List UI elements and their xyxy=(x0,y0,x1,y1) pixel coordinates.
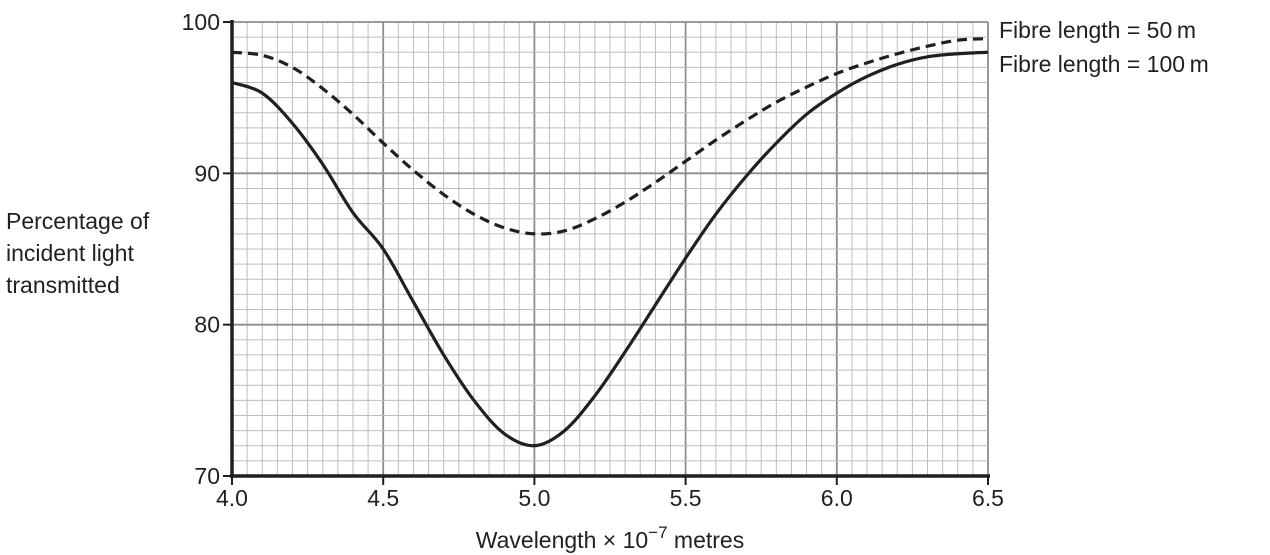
x-axis-title-unit: metres xyxy=(668,527,745,553)
x-tick-label: 4.0 xyxy=(216,485,248,511)
series-line-50m xyxy=(231,37,989,236)
chart-axes xyxy=(223,20,990,485)
x-axis-title: Wavelength × 10−7 metres xyxy=(476,523,744,553)
x-tick-label: 5.0 xyxy=(518,485,550,511)
x-axis-title-main: Wavelength × 10 xyxy=(476,527,648,553)
x-axis-title-exponent: −7 xyxy=(648,523,667,542)
chart-grid xyxy=(231,21,989,477)
x-tick-label: 4.5 xyxy=(367,485,399,511)
legend-label-100m: Fibre length = 100 m xyxy=(999,51,1209,77)
series-line-100m xyxy=(231,50,989,448)
x-tick-label: 6.5 xyxy=(972,485,1004,511)
y-axis-title-line-3: transmitted xyxy=(6,272,120,298)
chart-tick-labels: 4.0 4.5 5.0 5.5 6.0 6.5 70 80 90 100 xyxy=(182,9,1004,511)
y-tick-label: 70 xyxy=(194,463,220,489)
chart-series xyxy=(231,37,989,448)
y-tick-label: 100 xyxy=(182,9,220,35)
x-tick-label: 5.5 xyxy=(670,485,702,511)
legend-label-50m: Fibre length = 50 m xyxy=(999,17,1196,43)
y-axis-title-line-2: incident light xyxy=(6,240,134,266)
y-tick-label: 90 xyxy=(194,160,220,186)
x-tick-label: 6.0 xyxy=(821,485,853,511)
y-axis-title-line-1: Percentage of xyxy=(6,208,150,234)
y-tick-label: 80 xyxy=(194,312,220,338)
